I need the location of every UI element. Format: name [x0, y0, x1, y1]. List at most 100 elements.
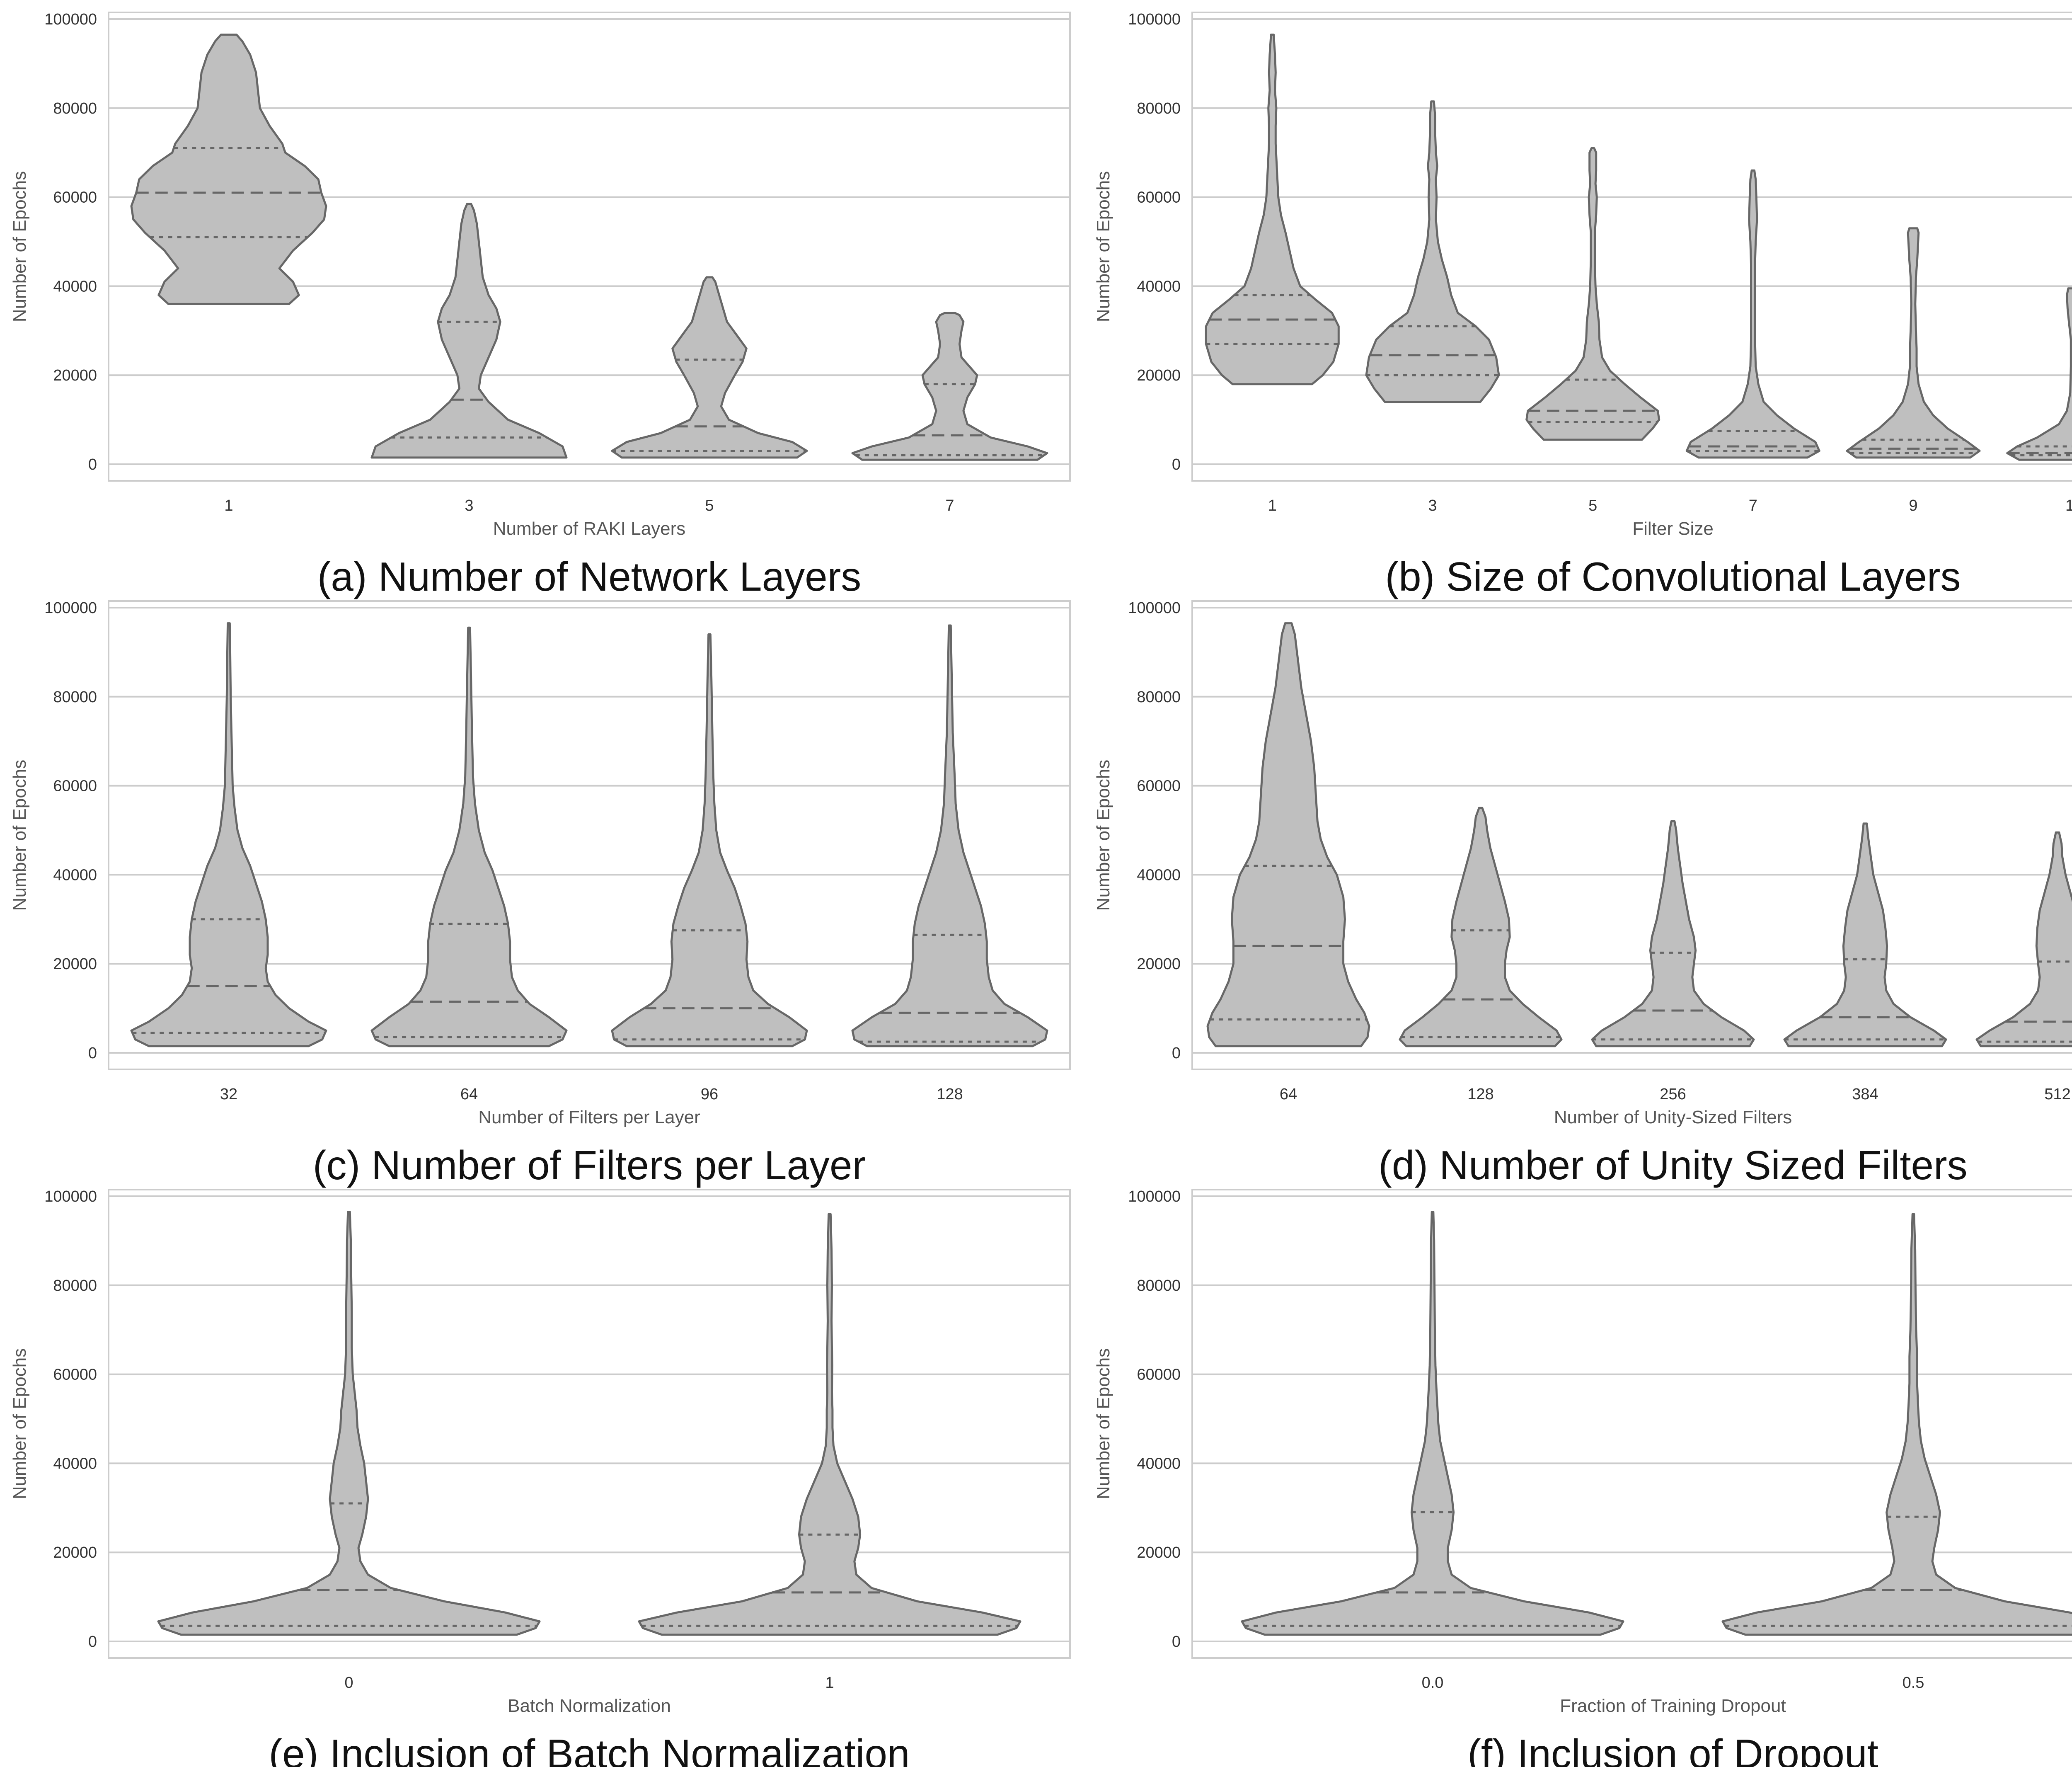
x-tick-label: 256	[1660, 1086, 1686, 1103]
y-tick-label: 100000	[44, 599, 97, 617]
x-tick-label: 64	[460, 1086, 478, 1103]
panel-caption: (d) Number of Unity Sized Filters	[1378, 1142, 1967, 1188]
y-tick-label: 40000	[53, 1455, 97, 1472]
x-axis-label: Batch Normalization	[508, 1696, 671, 1716]
y-tick-label: 0	[1172, 1045, 1181, 1062]
x-tick-label: 128	[1467, 1086, 1493, 1103]
x-tick-label: 3	[465, 497, 473, 514]
violin-512	[1975, 831, 2072, 1047]
y-tick-label: 40000	[1137, 278, 1181, 295]
violin-128	[1399, 807, 1563, 1047]
y-tick-label: 80000	[53, 688, 97, 706]
violin-384	[1783, 822, 1947, 1047]
y-tick-label: 20000	[1137, 1544, 1181, 1561]
violin-11	[2006, 287, 2072, 461]
y-tick-label: 100000	[1128, 599, 1181, 617]
violin-64	[1206, 622, 1370, 1047]
x-axis-label: Fraction of Training Dropout	[1560, 1696, 1786, 1716]
plot-frame	[1191, 600, 2072, 1070]
violin-7	[1685, 169, 1820, 459]
y-tick-label: 80000	[1137, 100, 1181, 117]
y-tick-label: 40000	[1137, 866, 1181, 884]
y-tick-label: 0	[1172, 1633, 1181, 1651]
y-tick-label: 20000	[53, 955, 97, 973]
y-tick-label: 80000	[1137, 1277, 1181, 1294]
y-axis-label: Number of Epochs	[10, 760, 30, 911]
y-axis-label: Number of Epochs	[10, 1348, 30, 1499]
plot-frame	[1191, 1189, 2072, 1659]
y-tick-label: 100000	[44, 1188, 97, 1205]
y-tick-label: 60000	[1137, 778, 1181, 795]
panel-caption: (b) Size of Convolutional Layers	[1385, 554, 1961, 599]
chart-panel: 0 20000 40000 60000 80000 100000 1 3 5 7 9 11 Filter…	[1093, 11, 2072, 599]
y-tick-label: 80000	[1137, 688, 1181, 706]
panel-caption: (e) Inclusion of Batch Normalization	[269, 1731, 910, 1767]
x-axis-label: Number of Filters per Layer	[478, 1107, 700, 1127]
x-tick-label: 1	[1268, 497, 1277, 514]
y-axis-label: Number of Epochs	[1093, 760, 1113, 911]
violin-0.5	[1721, 1213, 2072, 1636]
x-tick-label: 128	[937, 1086, 963, 1103]
y-axis-label: Number of Epochs	[1093, 1348, 1113, 1499]
x-tick-label: 9	[1909, 497, 1917, 514]
x-tick-label: 1	[825, 1674, 834, 1692]
violin-1	[1205, 34, 1340, 385]
y-axis-label: Number of Epochs	[1093, 171, 1113, 322]
violin-1	[638, 1213, 1021, 1636]
y-tick-label: 60000	[1137, 189, 1181, 206]
violin-5	[1525, 147, 1661, 441]
violin-9	[1846, 227, 1981, 459]
y-tick-label: 80000	[53, 100, 97, 117]
violin-7	[851, 312, 1048, 461]
violin-1	[130, 34, 327, 305]
plot-frame	[108, 600, 1071, 1070]
y-tick-label: 20000	[1137, 955, 1181, 973]
plot-frame	[108, 1189, 1071, 1659]
violin-32	[130, 622, 327, 1047]
x-tick-label: 384	[1852, 1086, 1878, 1103]
x-tick-label: 32	[220, 1086, 237, 1103]
violin-64	[370, 626, 568, 1047]
chart-panel: 0 20000 40000 60000 80000 100000 32 64 96 128 Numb…	[10, 599, 1071, 1188]
y-tick-label: 20000	[53, 367, 97, 384]
panel-caption: (a) Number of Network Layers	[317, 554, 862, 599]
y-tick-label: 60000	[53, 189, 97, 206]
y-tick-label: 0	[88, 1045, 97, 1062]
violin-3	[1365, 100, 1500, 403]
x-tick-label: 3	[1428, 497, 1437, 514]
y-tick-label: 100000	[1128, 11, 1181, 28]
y-axis-label: Number of Epochs	[10, 171, 30, 322]
chart-panel: 0 20000 40000 60000 80000 100000 64 128 256 384 51…	[1093, 599, 2072, 1188]
y-tick-label: 40000	[1137, 1455, 1181, 1472]
y-tick-label: 80000	[53, 1277, 97, 1294]
x-tick-label: 64	[1280, 1086, 1297, 1103]
violin-96	[611, 633, 808, 1047]
chart-panel: 0 20000 40000 60000 80000 100000 0 1 Batch Norma…	[10, 1188, 1071, 1767]
x-tick-label: 11	[2065, 497, 2072, 514]
y-tick-label: 20000	[53, 1544, 97, 1561]
y-tick-label: 100000	[44, 11, 97, 28]
y-tick-label: 40000	[53, 866, 97, 884]
y-tick-label: 0	[1172, 456, 1181, 473]
x-tick-label: 512	[2044, 1086, 2070, 1103]
y-tick-label: 0	[88, 1633, 97, 1651]
x-tick-label: 96	[701, 1086, 718, 1103]
x-axis-label: Filter Size	[1632, 519, 1714, 539]
violin-3	[370, 203, 568, 459]
x-tick-label: 0	[344, 1674, 353, 1692]
x-tick-label: 7	[945, 497, 954, 514]
panel-caption: (f) Inclusion of Dropout	[1467, 1731, 1878, 1767]
x-tick-label: 1	[224, 497, 233, 514]
chart-panel: 0 20000 40000 60000 80000 100000 0.0 0.5 Fractio…	[1093, 1188, 2072, 1767]
y-tick-label: 60000	[1137, 1366, 1181, 1384]
chart-panel: 0 20000 40000 60000 80000 100000 1 3 5 7 Number of…	[10, 11, 1071, 599]
x-axis-label: Number of Unity-Sized Filters	[1554, 1107, 1792, 1127]
panel-caption: (c) Number of Filters per Layer	[313, 1142, 866, 1188]
y-tick-label: 40000	[53, 278, 97, 295]
x-tick-label: 5	[705, 497, 714, 514]
x-axis-label: Number of RAKI Layers	[493, 519, 686, 539]
violin-0.0	[1241, 1211, 1624, 1636]
y-tick-label: 100000	[1128, 1188, 1181, 1205]
plot-frame	[108, 12, 1071, 482]
y-tick-label: 20000	[1137, 367, 1181, 384]
